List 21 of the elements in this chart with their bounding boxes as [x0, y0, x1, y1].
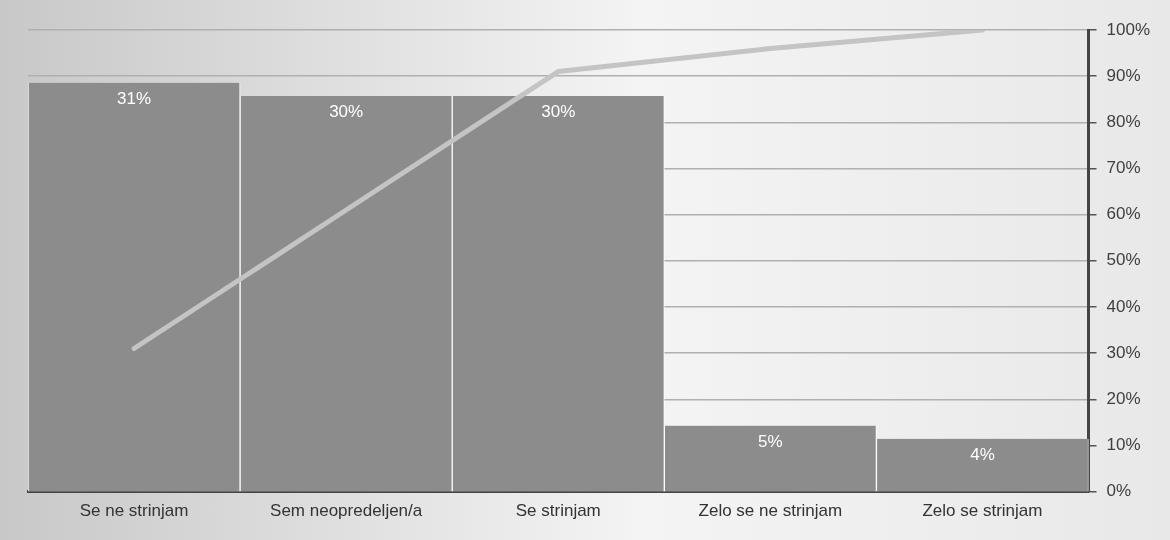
x-tick-label: Sem neopredeljen/a	[270, 501, 423, 521]
y2-tick-label: 30%	[1106, 342, 1141, 362]
data-label: 4%	[970, 445, 995, 465]
data-label: 30%	[329, 102, 364, 122]
y2-tick-label: 40%	[1106, 296, 1141, 316]
y2-tick-label: 70%	[1106, 158, 1141, 178]
x-tick-label: Se strinjam	[515, 501, 601, 521]
y2-tick-label: 50%	[1106, 250, 1141, 270]
data-label: 31%	[117, 88, 152, 108]
y2-tick-label: 80%	[1106, 112, 1141, 132]
y2-tick-label: 20%	[1106, 388, 1141, 408]
y2-tick-label: 60%	[1106, 204, 1141, 224]
x-tick-label: Zelo se ne strinjam	[698, 501, 843, 521]
data-label: 30%	[541, 102, 576, 122]
x-tick-label: Zelo se strinjam	[922, 501, 1043, 521]
y2-tick-label: 10%	[1106, 435, 1141, 455]
y2-tick-label: 100%	[1106, 19, 1150, 39]
y2-tick-label: 90%	[1106, 65, 1141, 85]
y2-tick-label: 0%	[1106, 481, 1132, 501]
data-label: 5%	[758, 431, 783, 451]
x-tick-label: Se ne strinjam	[79, 501, 189, 521]
